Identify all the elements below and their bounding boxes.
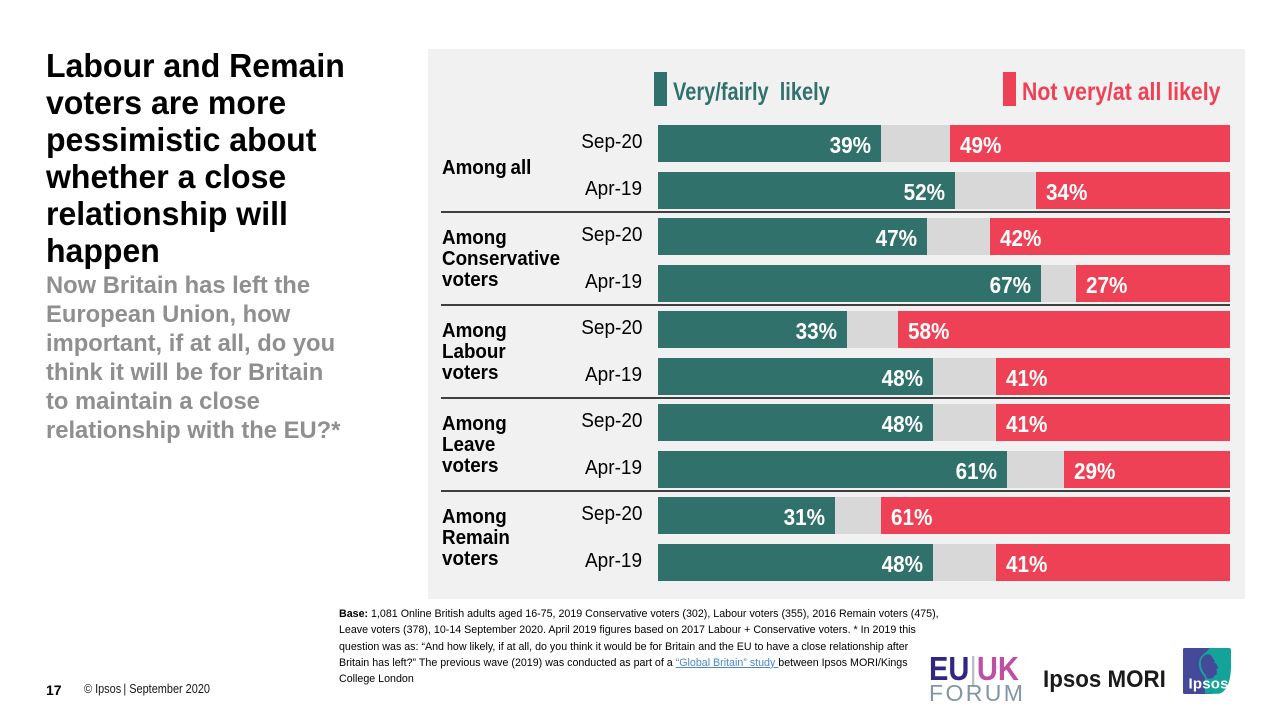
svg-text:Ipsos: Ipsos [1189,676,1229,693]
